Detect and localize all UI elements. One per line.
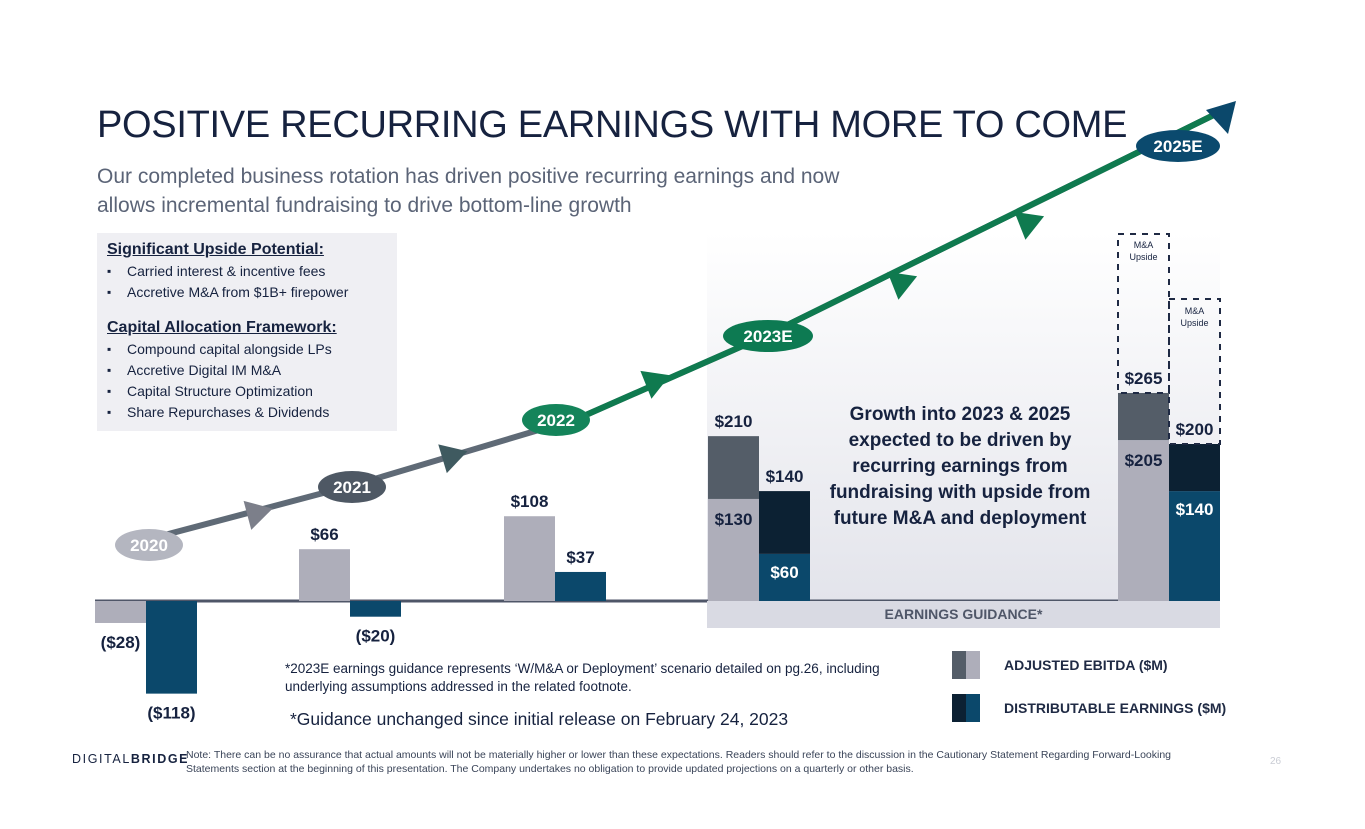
ebitda-value-label: $210 — [715, 412, 753, 431]
ma-upside-label: Upside — [1129, 252, 1157, 262]
ma-upside-box-ebitda — [1117, 233, 1170, 394]
ma-upside-label: M&A — [1185, 306, 1205, 316]
ebitda-bar-increment — [1118, 392, 1169, 441]
list-item: Accretive Digital IM M&A — [107, 360, 387, 381]
page-number: 26 — [1270, 756, 1282, 767]
upside-list: Carried interest & incentive fees Accret… — [107, 261, 387, 303]
year-badge — [1136, 130, 1220, 162]
ebitda-value-label: $66 — [310, 525, 338, 544]
list-item: Carried interest & incentive fees — [107, 261, 387, 282]
trend-arrowhead-icon — [640, 370, 671, 399]
ebitda-value-label: $108 — [511, 492, 549, 511]
trend-arrow-head-icon — [1206, 101, 1236, 134]
legend-swatch-ebitda-dark — [952, 651, 966, 679]
year-badge — [318, 471, 386, 503]
trend-arrowhead-icon — [438, 444, 468, 474]
trend-arrowhead-icon — [1014, 211, 1045, 240]
legend-label-de: DISTRIBUTABLE EARNINGS ($M) — [1004, 700, 1227, 716]
disclaimer-note: Note: There can be no assurance that act… — [186, 749, 1172, 775]
de-value-label: $140 — [766, 467, 804, 486]
year-badge-label: 2023E — [743, 327, 792, 346]
ebitda-bar-base — [708, 498, 759, 601]
legend-swatch-ebitda-light — [966, 651, 980, 679]
ma-upside-label: Upside — [1180, 318, 1208, 328]
de-bar — [146, 601, 197, 694]
de-bar-base — [759, 553, 810, 601]
de-value-label: $200 — [1176, 420, 1214, 439]
trend-arrowhead-icon — [887, 271, 918, 300]
list-item: Accretive M&A from $1B+ firepower — [107, 282, 387, 303]
upside-panel: Significant Upside Potential: Carried in… — [97, 233, 397, 431]
legend-swatch-de-blue — [966, 694, 980, 722]
ma-upside-label: M&A — [1134, 240, 1154, 250]
guidance-footnote: *2023E earnings guidance represents ‘W/M… — [285, 661, 880, 694]
de-base-label: $60 — [770, 563, 798, 582]
de-base-label: $140 — [1176, 500, 1214, 519]
year-badge-label: 2022 — [537, 411, 575, 430]
de-bar — [350, 601, 401, 617]
de-bar-increment — [1169, 444, 1220, 492]
year-badge-label: 2020 — [130, 536, 168, 555]
page-title: POSITIVE RECURRING EARNINGS WITH MORE TO… — [97, 104, 1128, 146]
logo-part-1: DIGITAL — [72, 752, 131, 766]
list-item: Compound capital alongside LPs — [107, 339, 387, 360]
ebitda-base-label: $130 — [715, 510, 753, 529]
de-value-label: ($118) — [147, 704, 195, 723]
page-subtitle: Our completed business rotation has driv… — [97, 165, 840, 217]
year-badge — [723, 320, 813, 352]
trend-arrowhead-icon — [243, 500, 273, 530]
ebitda-bar-increment — [708, 436, 759, 499]
ebitda-value-label: $265 — [1125, 369, 1163, 388]
legend-de: DISTRIBUTABLE EARNINGS ($M) — [952, 694, 1226, 722]
list-item: Share Repurchases & Dividends — [107, 402, 387, 423]
ebitda-bar — [299, 549, 350, 601]
company-logo: DIGITALBRIDGE — [72, 752, 189, 766]
legend-ebitda: ADJUSTED EBITDA ($M) — [952, 651, 1168, 679]
ebitda-bar — [95, 601, 146, 623]
legend-label-ebitda: ADJUSTED EBITDA ($M) — [1004, 657, 1168, 673]
de-value-label: $37 — [566, 548, 594, 567]
de-bar — [555, 571, 606, 601]
ebitda-bar — [504, 516, 555, 601]
upside-heading: Significant Upside Potential: — [107, 241, 324, 258]
year-badge — [522, 404, 590, 436]
ebitda-value-label: ($28) — [101, 633, 141, 652]
legend-swatch-de-navy — [952, 694, 966, 722]
year-badge-label: 2021 — [333, 478, 371, 497]
year-badge — [115, 529, 183, 561]
ma-upside-box-de — [1168, 298, 1221, 445]
de-value-label: ($20) — [356, 627, 396, 646]
capital-allocation-heading: Capital Allocation Framework: — [107, 319, 337, 336]
guidance-unchanged-note: *Guidance unchanged since initial releas… — [290, 709, 789, 729]
list-item: Capital Structure Optimization — [107, 381, 387, 402]
earnings-guidance-band: EARNINGS GUIDANCE* — [707, 601, 1220, 628]
ebitda-base-label: $205 — [1125, 451, 1163, 470]
logo-part-2: BRIDGE — [130, 752, 190, 766]
year-badge-label: 2025E — [1153, 137, 1202, 156]
de-bar-increment — [759, 491, 810, 554]
growth-callout: Growth into 2023 & 2025 expected to be d… — [829, 404, 1091, 529]
ebitda-bar-base — [1118, 440, 1169, 601]
de-bar-base — [1169, 491, 1220, 601]
capital-allocation-list: Compound capital alongside LPs Accretive… — [107, 339, 387, 423]
